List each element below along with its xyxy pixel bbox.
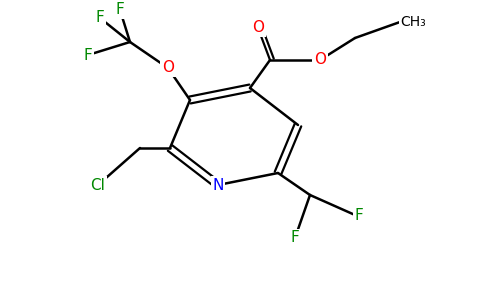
Text: N: N — [212, 178, 224, 193]
Text: F: F — [84, 47, 92, 62]
Text: F: F — [355, 208, 364, 223]
Text: F: F — [290, 230, 300, 245]
Text: F: F — [116, 2, 124, 17]
Text: O: O — [252, 20, 264, 35]
Text: F: F — [96, 11, 105, 26]
Text: O: O — [162, 61, 174, 76]
Text: O: O — [314, 52, 326, 68]
Text: Cl: Cl — [91, 178, 106, 193]
Text: CH₃: CH₃ — [400, 15, 426, 29]
